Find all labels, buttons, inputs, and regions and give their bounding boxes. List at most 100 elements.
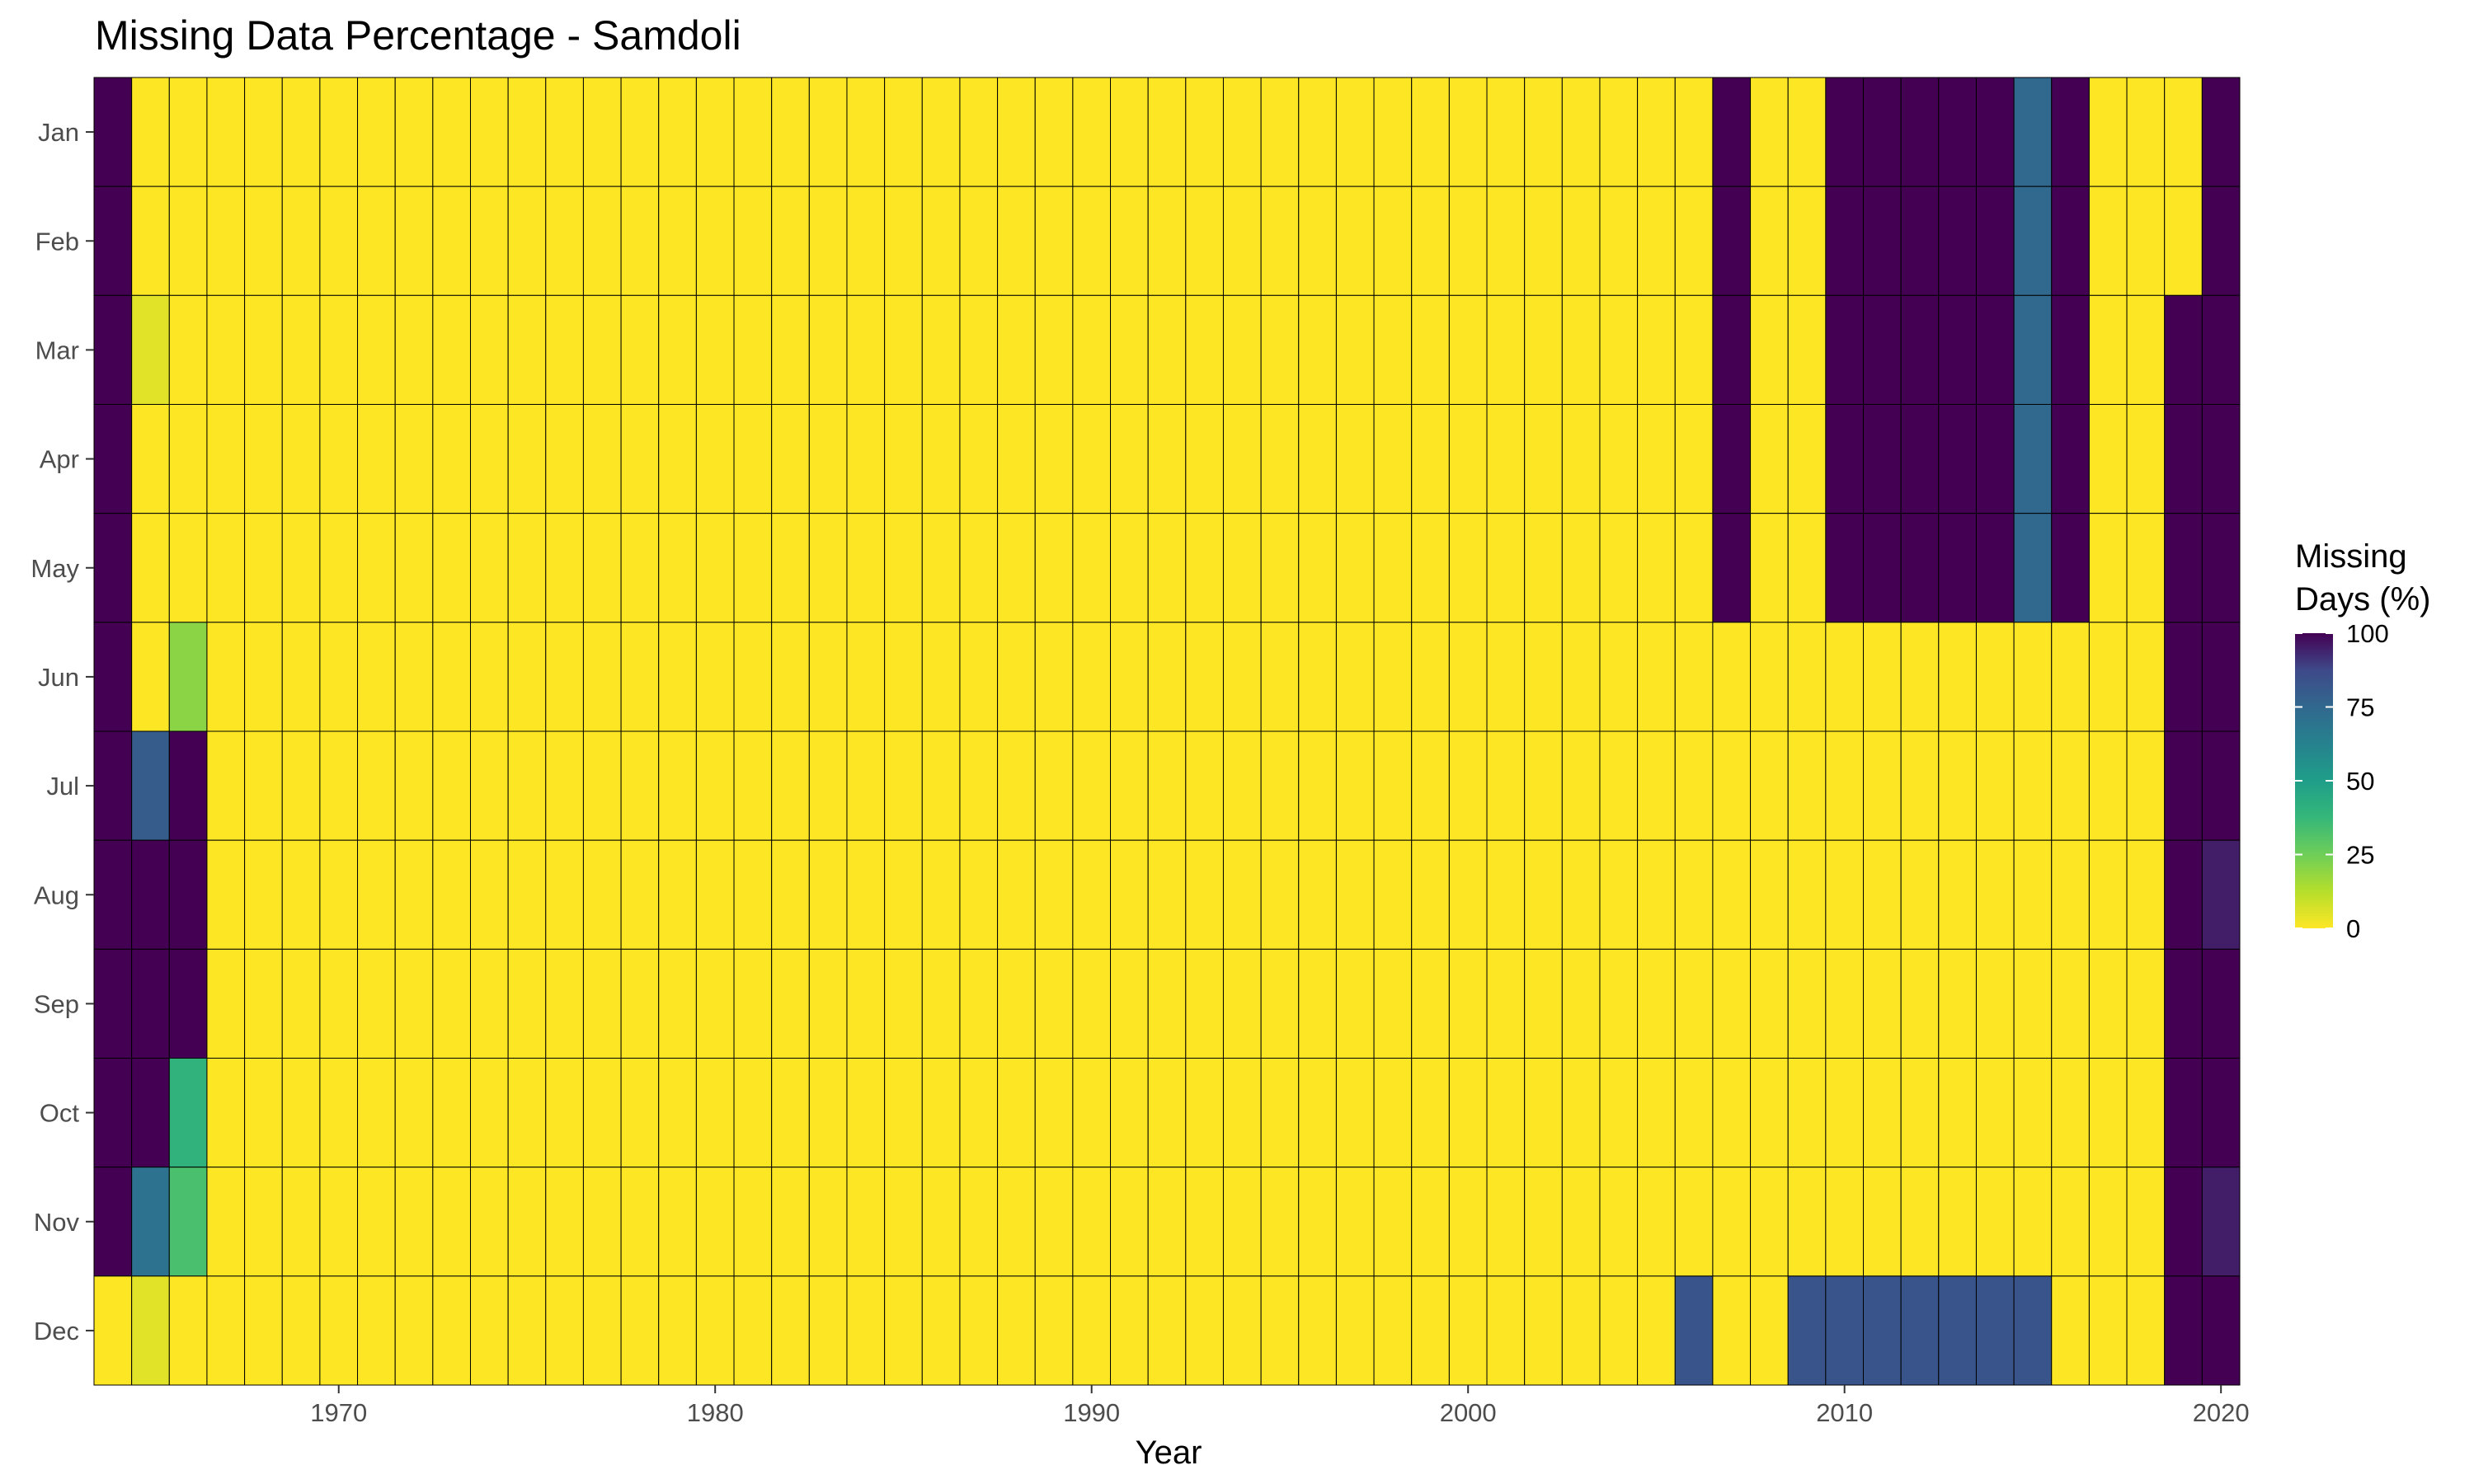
- heatmap-cell-1975-jul: [507, 730, 547, 841]
- heatmap-cell-1964-aug: [93, 839, 133, 950]
- heatmap-cell-1985-may: [884, 513, 923, 623]
- heatmap-cell-2019-feb: [2164, 186, 2203, 296]
- heatmap-cell-1998-aug: [1373, 839, 1413, 950]
- heatmap-cell-1993-nov: [1185, 1167, 1224, 1277]
- heatmap-cell-2014-feb: [1975, 186, 2015, 296]
- heatmap-cell-1974-apr: [469, 404, 509, 514]
- heatmap-cell-1998-sep: [1373, 948, 1413, 1059]
- heatmap-cell-1973-apr: [432, 404, 471, 514]
- heatmap-cell-1990-jul: [1072, 730, 1112, 841]
- heatmap-cell-1969-jan: [281, 77, 321, 187]
- heatmap-cell-2005-mar: [1637, 294, 1676, 405]
- heatmap-cell-2000-jul: [1448, 730, 1488, 841]
- heatmap-cell-1967-nov: [206, 1167, 246, 1277]
- heatmap-cell-1976-aug: [545, 839, 584, 950]
- heatmap-cell-1971-jun: [357, 622, 396, 732]
- heatmap-cell-1982-aug: [771, 839, 810, 950]
- heatmap-cell-2007-may: [1712, 513, 1752, 623]
- heatmap-cell-1989-oct: [1034, 1058, 1074, 1168]
- x-tick-label-1980: 1980: [687, 1398, 744, 1427]
- heatmap-cell-1964-oct: [93, 1058, 133, 1168]
- heatmap-cell-1969-feb: [281, 186, 321, 296]
- heatmap-cell-1995-oct: [1260, 1058, 1300, 1168]
- heatmap-cell-1988-jun: [997, 622, 1036, 732]
- heatmap-cell-1982-nov: [771, 1167, 810, 1277]
- heatmap-cell-1987-jul: [959, 730, 999, 841]
- heatmap-cell-1994-jul: [1222, 730, 1262, 841]
- heatmap-cell-2016-oct: [2051, 1058, 2090, 1168]
- heatmap-cell-1976-apr: [545, 404, 584, 514]
- heatmap-cell-1979-dec: [658, 1275, 697, 1386]
- heatmap-cell-1984-jul: [846, 730, 886, 841]
- legend-title-line2: Days (%): [2295, 581, 2430, 618]
- heatmap-cell-2016-mar: [2051, 294, 2090, 405]
- heatmap-cell-2016-jun: [2051, 622, 2090, 732]
- heatmap-cell-1972-jul: [394, 730, 434, 841]
- heatmap-cell-2000-oct: [1448, 1058, 1488, 1168]
- heatmap-cell-1985-apr: [884, 404, 923, 514]
- heatmap-cell-1964-feb: [93, 186, 133, 296]
- heatmap-cell-2011-jan: [1863, 77, 1902, 187]
- heatmap-cell-2007-nov: [1712, 1167, 1752, 1277]
- heatmap-cell-1967-dec: [206, 1275, 246, 1386]
- heatmap-cell-1964-apr: [93, 404, 133, 514]
- heatmap-cell-1972-mar: [394, 294, 434, 405]
- heatmap-cell-2002-sep: [1524, 948, 1563, 1059]
- heatmap-cell-2003-apr: [1561, 404, 1601, 514]
- heatmap-cell-1986-may: [921, 513, 961, 623]
- heatmap-cell-1989-jan: [1034, 77, 1074, 187]
- heatmap-cell-2005-may: [1637, 513, 1676, 623]
- heatmap-cell-1977-sep: [582, 948, 622, 1059]
- heatmap-cell-1974-feb: [469, 186, 509, 296]
- heatmap-cell-2019-may: [2164, 513, 2203, 623]
- heatmap-cell-1991-oct: [1110, 1058, 1149, 1168]
- heatmap-cell-2013-jul: [1938, 730, 1977, 841]
- heatmap-cell-1988-jan: [997, 77, 1036, 187]
- heatmap-cell-1967-oct: [206, 1058, 246, 1168]
- heatmap-cell-2003-mar: [1561, 294, 1601, 405]
- heatmap-cell-1980-dec: [695, 1275, 735, 1386]
- heatmap-cell-2001-jan: [1486, 77, 1526, 187]
- heatmap-cell-2014-may: [1975, 513, 2015, 623]
- heatmap-cell-1969-nov: [281, 1167, 321, 1277]
- heatmap-cell-1976-oct: [545, 1058, 584, 1168]
- heatmap-cell-1998-nov: [1373, 1167, 1413, 1277]
- heatmap-cell-1973-jul: [432, 730, 471, 841]
- heatmap-cell-1977-mar: [582, 294, 622, 405]
- heatmap-cell-1969-apr: [281, 404, 321, 514]
- heatmap-cell-2017-jan: [2088, 77, 2128, 187]
- heatmap-cell-2001-nov: [1486, 1167, 1526, 1277]
- heatmap-cell-2003-jun: [1561, 622, 1601, 732]
- heatmap-cell-1979-feb: [658, 186, 697, 296]
- heatmap-cell-1990-aug: [1072, 839, 1112, 950]
- heatmap-cell-1973-mar: [432, 294, 471, 405]
- heatmap-cell-1987-aug: [959, 839, 999, 950]
- heatmap-cell-2009-nov: [1787, 1167, 1827, 1277]
- heatmap-cell-2010-oct: [1825, 1058, 1865, 1168]
- heatmap-cell-1980-oct: [695, 1058, 735, 1168]
- heatmap-cell-1985-nov: [884, 1167, 923, 1277]
- heatmap-cell-1981-sep: [733, 948, 773, 1059]
- heatmap-cell-1965-aug: [131, 839, 170, 950]
- heatmap-cell-2018-dec: [2126, 1275, 2166, 1386]
- heatmap-cell-1997-feb: [1335, 186, 1375, 296]
- heatmap-cell-1979-may: [658, 513, 697, 623]
- heatmap-cell-1980-jun: [695, 622, 735, 732]
- heatmap-cell-1974-dec: [469, 1275, 509, 1386]
- heatmap-cell-1968-may: [244, 513, 283, 623]
- heatmap-cell-1997-jun: [1335, 622, 1375, 732]
- heatmap-cell-1980-mar: [695, 294, 735, 405]
- heatmap-cell-1986-feb: [921, 186, 961, 296]
- heatmap-cell-1996-aug: [1298, 839, 1337, 950]
- heatmap-cell-1992-feb: [1147, 186, 1187, 296]
- heatmap-cell-1981-oct: [733, 1058, 773, 1168]
- heatmap-cell-1992-dec: [1147, 1275, 1187, 1386]
- heatmap-cell-2006-jun: [1674, 622, 1714, 732]
- legend-ticks: 100 75 50 25 0: [2295, 619, 2389, 943]
- heatmap-cell-1998-jan: [1373, 77, 1413, 187]
- heatmap-cell-2006-may: [1674, 513, 1714, 623]
- heatmap-cell-2005-sep: [1637, 948, 1676, 1059]
- heatmap-cell-1988-nov: [997, 1167, 1036, 1277]
- heatmap-cell-2007-jul: [1712, 730, 1752, 841]
- heatmap-cell-1999-aug: [1411, 839, 1450, 950]
